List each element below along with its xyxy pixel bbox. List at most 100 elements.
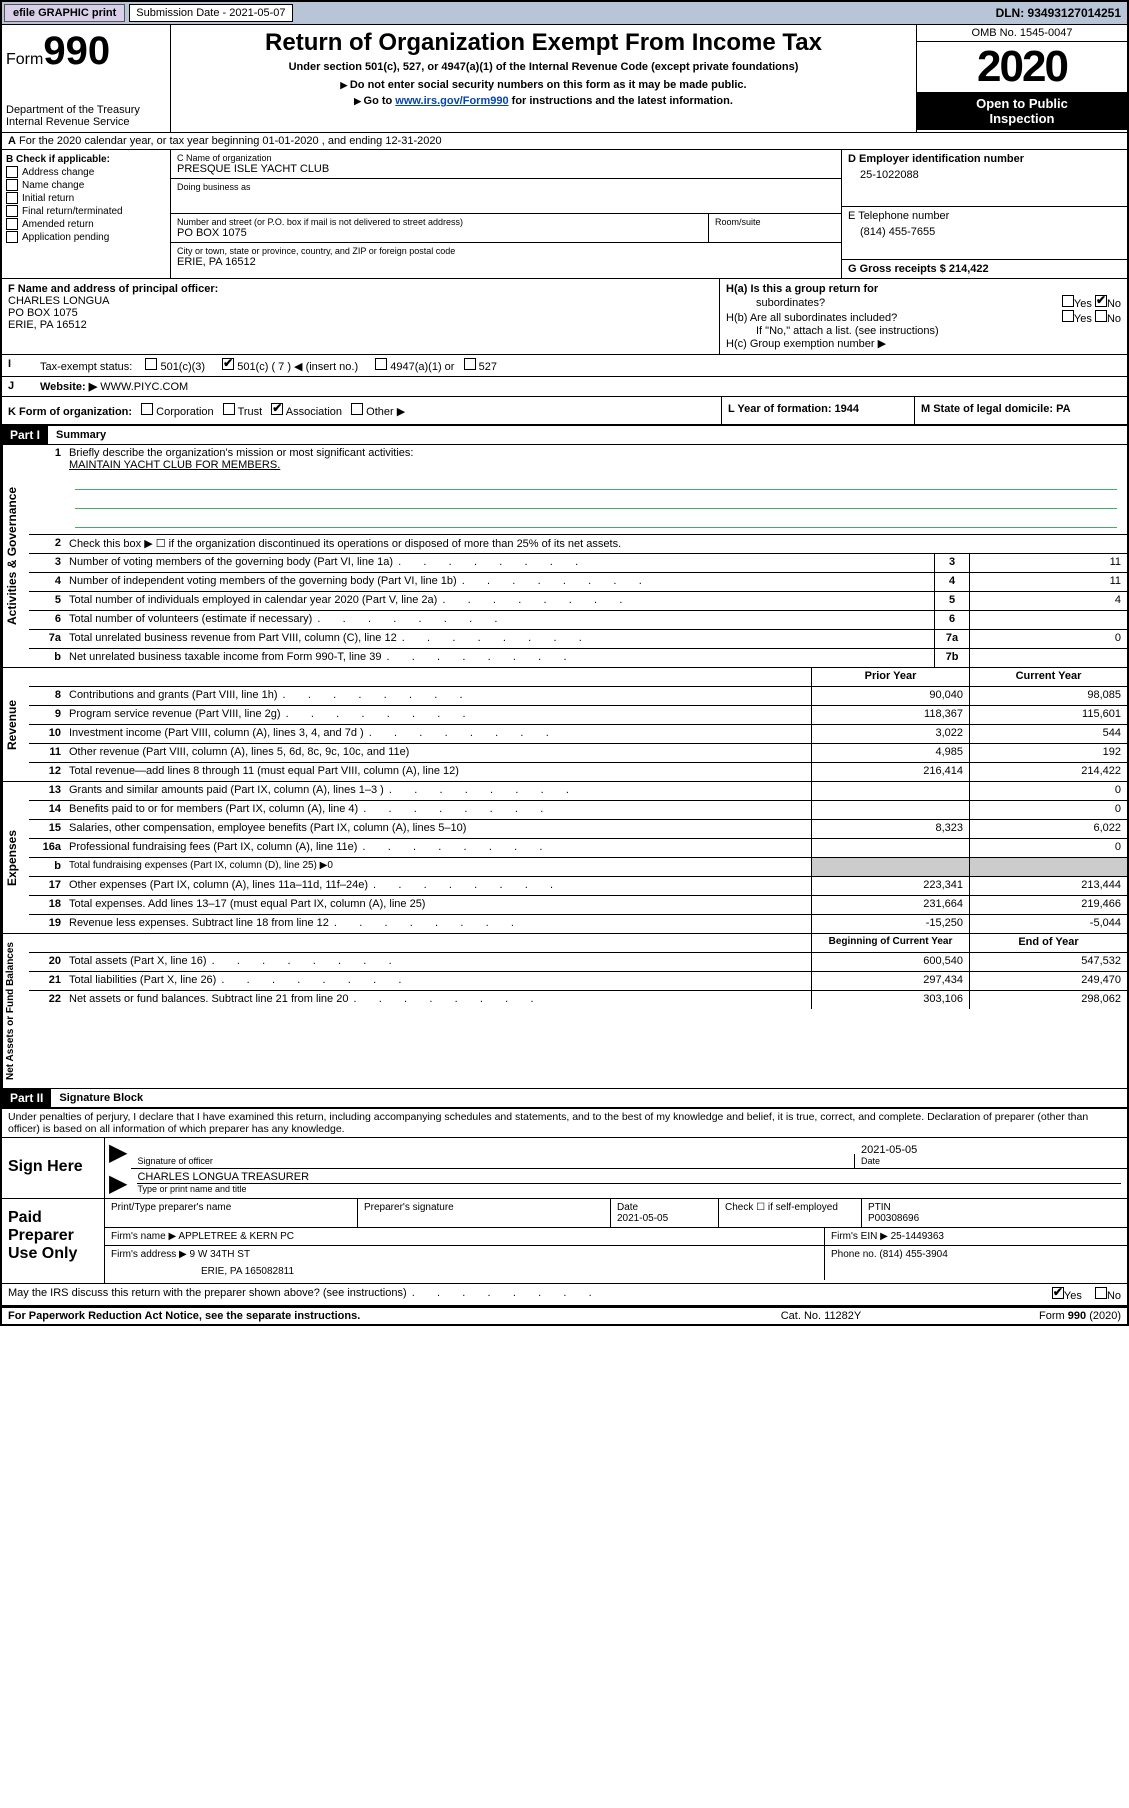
l4-val: 11	[969, 573, 1127, 591]
e13-curr: 0	[969, 782, 1127, 800]
opt-4947: 4947(a)(1) or	[390, 361, 454, 373]
cb-501c3[interactable]	[145, 358, 157, 370]
e15-num: 15	[29, 820, 65, 838]
form-title: Return of Organization Exempt From Incom…	[175, 29, 912, 57]
cb-501c[interactable]	[222, 358, 234, 370]
section-net-assets: Net Assets or Fund Balances Beginning of…	[2, 934, 1127, 1089]
discuss-no-cb[interactable]	[1095, 1287, 1107, 1299]
ha-label: H(a) Is this a group return for	[726, 283, 878, 295]
firm-phone: (814) 455-3904	[879, 1249, 947, 1260]
rev-line-8: 8 Contributions and grants (Part VIII, l…	[29, 687, 1127, 706]
efile-button[interactable]: efile GRAPHIC print	[4, 4, 125, 22]
l3-col: 3	[934, 554, 969, 572]
cb-trust[interactable]	[223, 403, 235, 415]
header-mid: Return of Organization Exempt From Incom…	[171, 25, 916, 132]
cb-amended[interactable]: Amended return	[6, 218, 166, 230]
n20-num: 20	[29, 953, 65, 971]
e19-curr: -5,044	[969, 915, 1127, 933]
sig-name: CHARLES LONGUA TREASURER	[137, 1171, 1121, 1184]
e18-text: Total expenses. Add lines 13–17 (must eq…	[65, 896, 811, 914]
section-expenses: Expenses 13 Grants and similar amounts p…	[2, 782, 1127, 934]
gov-line-7b: b Net unrelated business taxable income …	[29, 649, 1127, 667]
instructions-link[interactable]: www.irs.gov/Form990	[395, 95, 508, 107]
l6-val	[969, 611, 1127, 629]
dln-label: DLN: 93493127014251	[990, 4, 1127, 22]
gross-receipts: G Gross receipts $ 214,422	[848, 263, 1121, 275]
r8-curr: 98,085	[969, 687, 1127, 705]
discuss-yes-cb[interactable]	[1052, 1287, 1064, 1299]
cb-label-2: Initial return	[22, 193, 74, 204]
r11-curr: 192	[969, 744, 1127, 762]
exp-line-17: 17 Other expenses (Part IX, column (A), …	[29, 877, 1127, 896]
part-i-header: Part I Summary	[2, 425, 1127, 445]
col-b-checkboxes: B Check if applicable: Address change Na…	[2, 150, 171, 278]
col-d-ein: D Employer identification number 25-1022…	[842, 150, 1127, 278]
cb-527[interactable]	[464, 358, 476, 370]
gov-line-7a: 7a Total unrelated business revenue from…	[29, 630, 1127, 649]
e16a-curr: 0	[969, 839, 1127, 857]
inspect2: Inspection	[921, 111, 1123, 126]
e18-curr: 219,466	[969, 896, 1127, 914]
prep-h2: Preparer's signature	[358, 1199, 611, 1227]
cb-address-change[interactable]: Address change	[6, 166, 166, 178]
hb-no-cb[interactable]	[1095, 310, 1107, 322]
n21-curr: 249,470	[969, 972, 1127, 990]
l7b-num: b	[29, 649, 65, 667]
exp-line-16a: 16a Professional fundraising fees (Part …	[29, 839, 1127, 858]
n21-num: 21	[29, 972, 65, 990]
prep-firm-row: Firm's name ▶ APPLETREE & KERN PC Firm's…	[105, 1228, 1127, 1246]
opt-trust: Trust	[238, 406, 263, 418]
cb-4947[interactable]	[375, 358, 387, 370]
sig-date-label: Date	[861, 1156, 1121, 1166]
dept-label: Department of the Treasury	[6, 104, 166, 116]
row-klm: K Form of organization: Corporation Trus…	[2, 397, 1127, 425]
cb-name-change[interactable]: Name change	[6, 179, 166, 191]
e14-text: Benefits paid to or for members (Part IX…	[65, 801, 811, 819]
e16b-text: Total fundraising expenses (Part IX, col…	[65, 858, 811, 876]
n21-text: Total liabilities (Part X, line 26)	[65, 972, 811, 990]
phone-label: E Telephone number	[848, 210, 1121, 222]
cb-final-return[interactable]: Final return/terminated	[6, 205, 166, 217]
cb-label-5: Application pending	[22, 232, 109, 243]
sign-here-label: Sign Here	[2, 1138, 105, 1198]
section-bcd: B Check if applicable: Address change Na…	[2, 150, 1127, 279]
section-governance: Activities & Governance 1 Briefly descri…	[2, 445, 1127, 668]
exp-line-14: 14 Benefits paid to or for members (Part…	[29, 801, 1127, 820]
year-formation: L Year of formation: 1944	[721, 397, 914, 424]
prep-l2: Preparer	[8, 1227, 98, 1245]
part-i-title: Summary	[48, 427, 114, 443]
e17-prior: 223,341	[811, 877, 969, 895]
cb-other[interactable]	[351, 403, 363, 415]
sig-arrow-icon: ▶	[105, 1138, 131, 1169]
cb-initial-return[interactable]: Initial return	[6, 192, 166, 204]
l3-text: Number of voting members of the governin…	[65, 554, 934, 572]
cb-corp[interactable]	[141, 403, 153, 415]
line2-text: Check this box ▶ ☐ if the organization d…	[65, 535, 1127, 553]
cb-assoc[interactable]	[271, 403, 283, 415]
mission-label: Briefly describe the organization's miss…	[69, 447, 413, 459]
ein-label: D Employer identification number	[848, 153, 1121, 165]
note2-post: for instructions and the latest informat…	[509, 95, 733, 107]
ha-yes-cb[interactable]	[1062, 295, 1074, 307]
l6-col: 6	[934, 611, 969, 629]
r12-curr: 214,422	[969, 763, 1127, 781]
e13-text: Grants and similar amounts paid (Part IX…	[65, 782, 811, 800]
r8-text: Contributions and grants (Part VIII, lin…	[65, 687, 811, 705]
col-current-hdr: Current Year	[969, 668, 1127, 686]
e16b-num: b	[29, 858, 65, 876]
opt-501c: 501(c) ( 7 ) ◀ (insert no.)	[237, 361, 358, 373]
e17-curr: 213,444	[969, 877, 1127, 895]
sig-arrow2-icon: ▶	[105, 1169, 131, 1198]
firm-ein: 25-1449363	[891, 1231, 944, 1242]
l3-num: 3	[29, 554, 65, 572]
cb-application[interactable]: Application pending	[6, 231, 166, 243]
prep-h5: PTIN	[868, 1202, 891, 1213]
ha-no-cb[interactable]	[1095, 295, 1107, 307]
r12-num: 12	[29, 763, 65, 781]
row-j-website: J Website: ▶ WWW.PIYC.COM	[2, 377, 1127, 397]
l6-num: 6	[29, 611, 65, 629]
exp-line-18: 18 Total expenses. Add lines 13–17 (must…	[29, 896, 1127, 915]
gov-line-6: 6 Total number of volunteers (estimate i…	[29, 611, 1127, 630]
hb-yes-cb[interactable]	[1062, 310, 1074, 322]
inspect1: Open to Public	[921, 96, 1123, 111]
